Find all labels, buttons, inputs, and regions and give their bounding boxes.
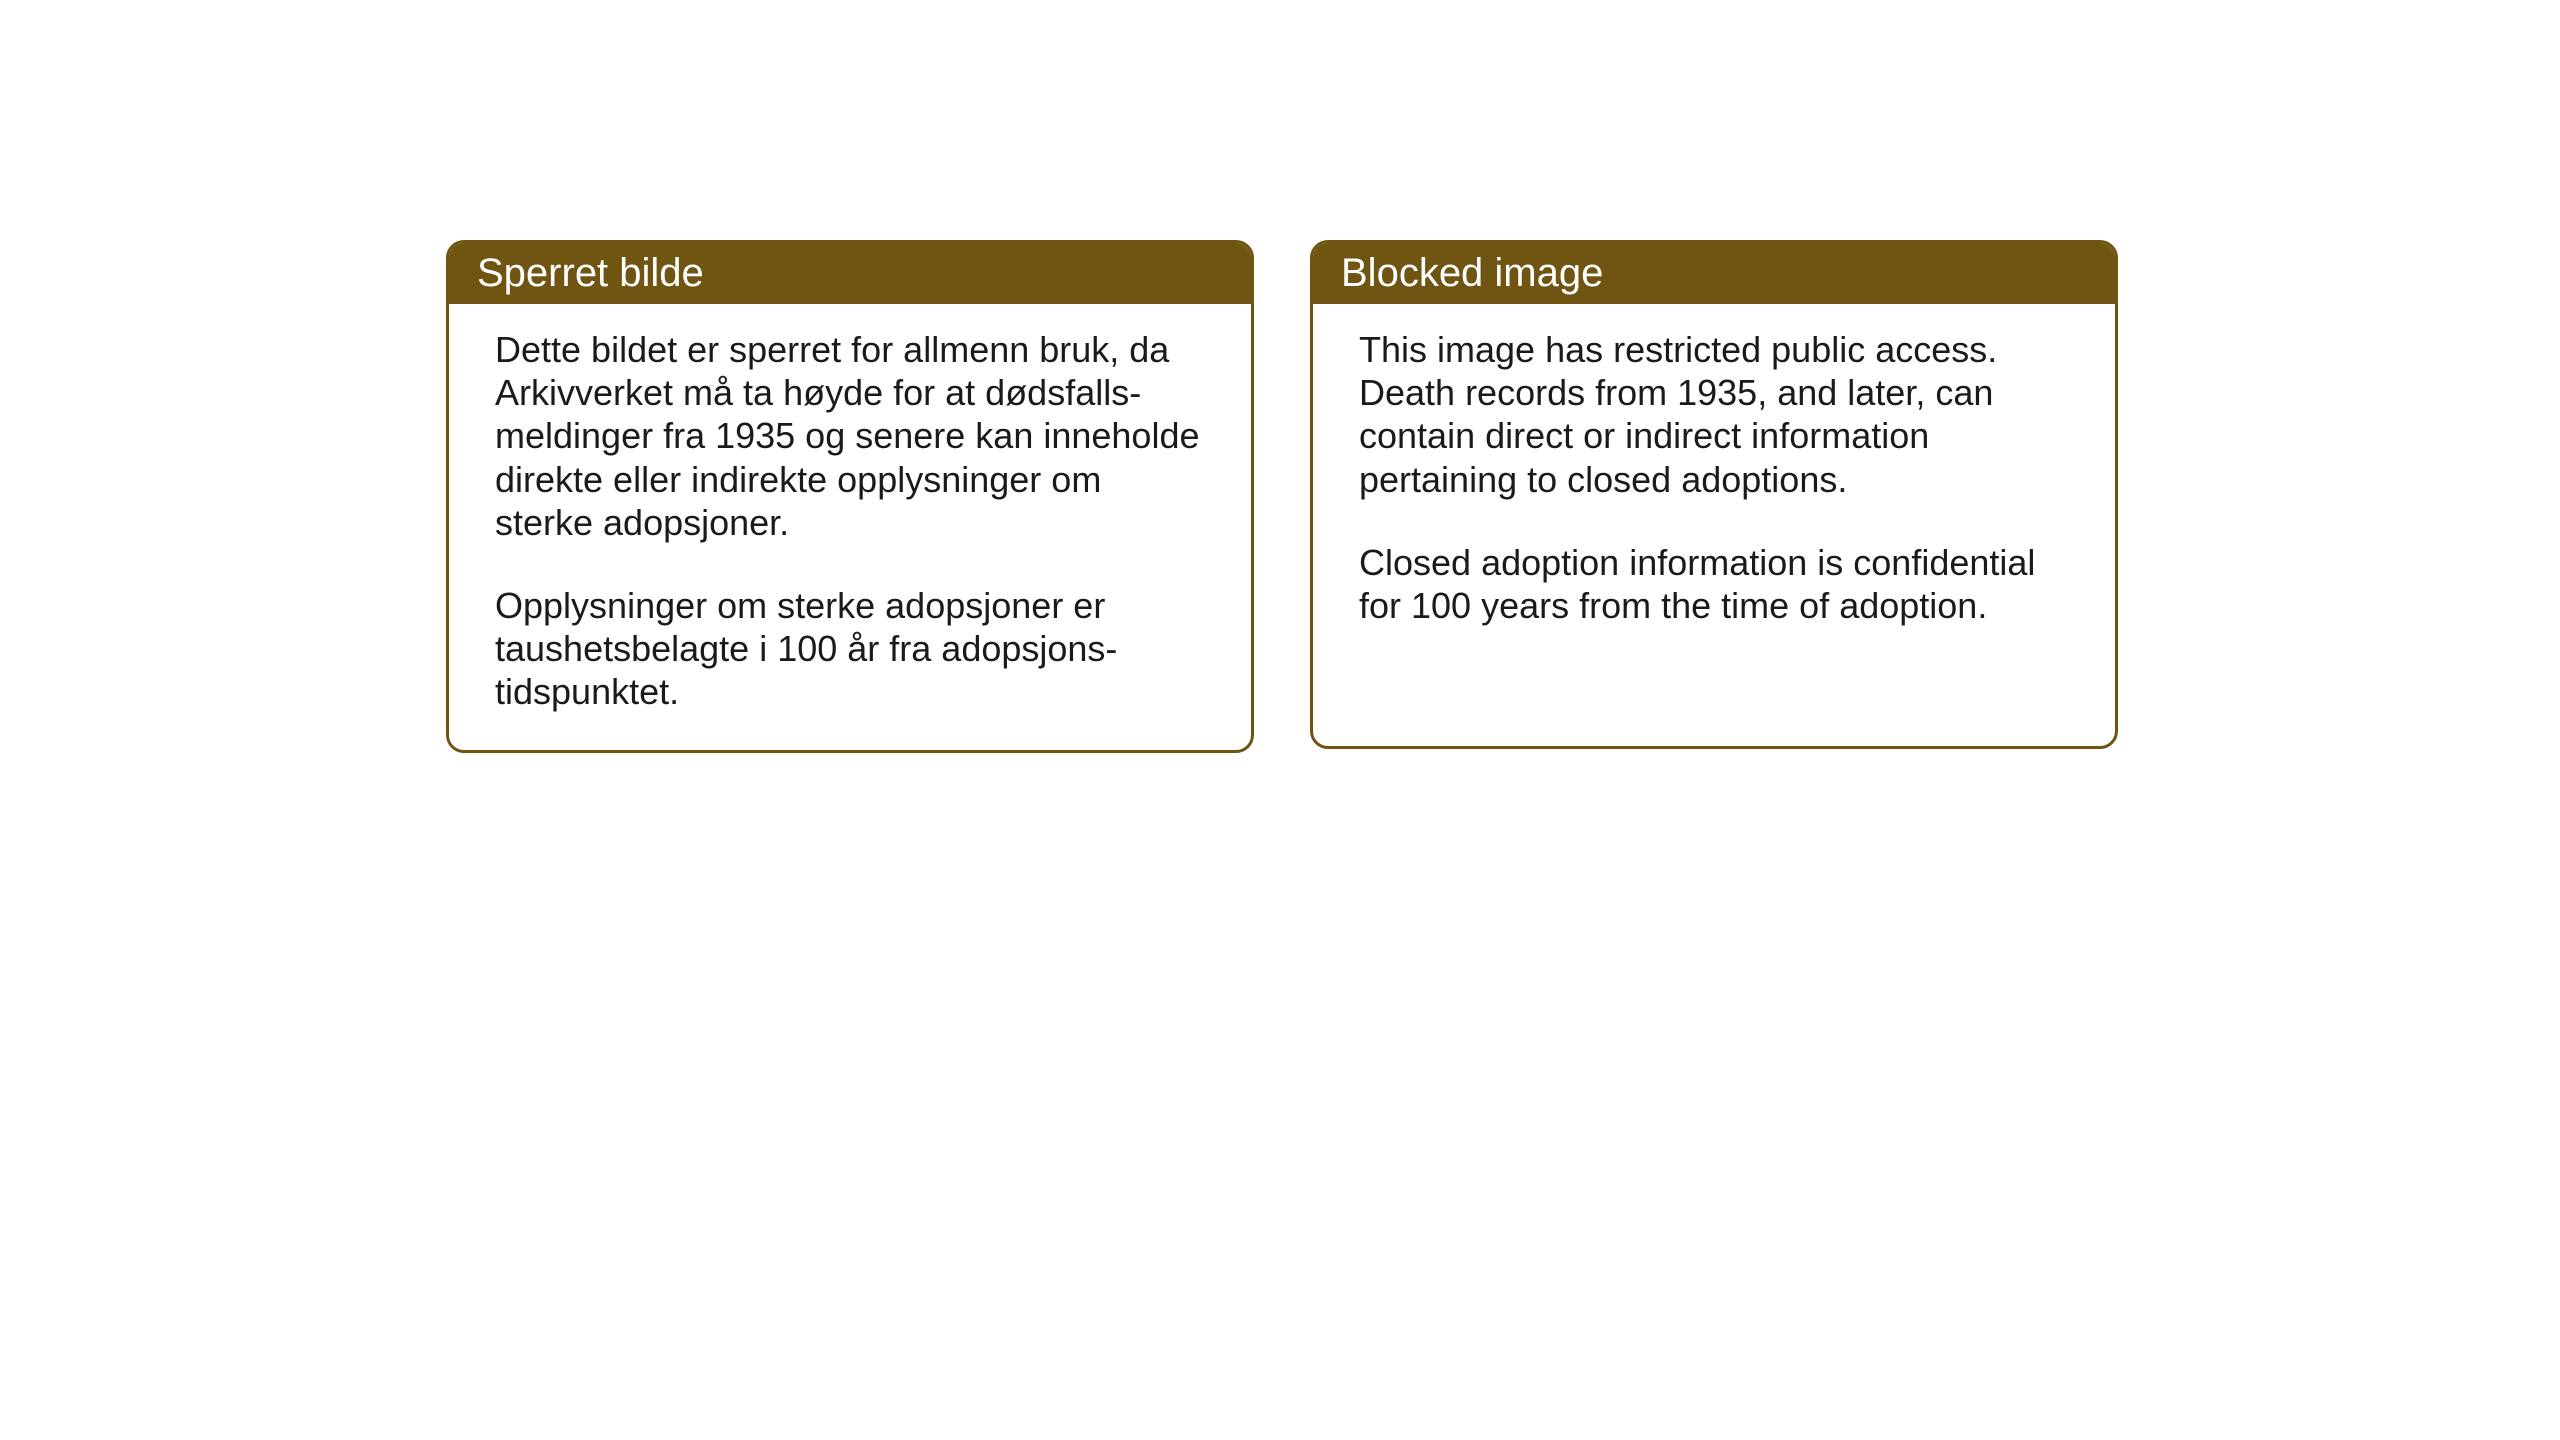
card-body-norwegian: Dette bildet er sperret for allmenn bruk… <box>449 304 1251 750</box>
card-paragraph-english-1: This image has restricted public access.… <box>1359 328 2069 501</box>
card-paragraph-norwegian-1: Dette bildet er sperret for allmenn bruk… <box>495 328 1205 544</box>
card-body-english: This image has restricted public access.… <box>1313 304 2115 663</box>
card-paragraph-english-2: Closed adoption information is confident… <box>1359 541 2069 627</box>
card-paragraph-norwegian-2: Opplysninger om sterke adopsjoner er tau… <box>495 584 1205 714</box>
card-title-norwegian: Sperret bilde <box>477 251 704 295</box>
notice-cards-container: Sperret bilde Dette bildet er sperret fo… <box>446 240 2118 753</box>
card-header-english: Blocked image <box>1313 243 2115 304</box>
card-header-norwegian: Sperret bilde <box>449 243 1251 304</box>
card-title-english: Blocked image <box>1341 251 1603 295</box>
notice-card-english: Blocked image This image has restricted … <box>1310 240 2118 749</box>
notice-card-norwegian: Sperret bilde Dette bildet er sperret fo… <box>446 240 1254 753</box>
